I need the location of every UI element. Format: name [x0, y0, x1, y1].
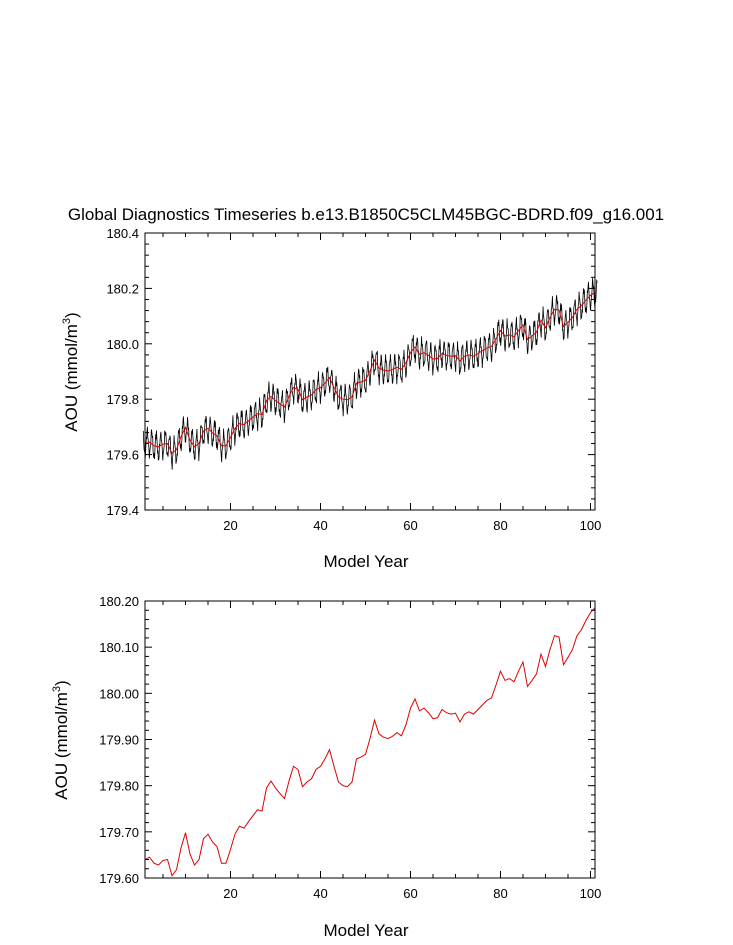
bottom-x-tick-label: 60	[403, 886, 417, 901]
top-x-tick-label: 60	[403, 518, 417, 533]
bottom-x-axis-label: Model Year	[323, 921, 408, 940]
bottom-y-tick-label: 179.60	[99, 871, 139, 886]
top-x-tick-label: 100	[580, 518, 602, 533]
top-chart-ticks: 20 40 60 80 100 179.4 179.6 179.8 180.0 180.2 180.…	[106, 226, 601, 533]
bottom-x-tick-label: 80	[493, 886, 507, 901]
top-x-tick-label: 80	[493, 518, 507, 533]
top-y-tick-label: 180.0	[106, 337, 139, 352]
bottom-x-tick-label: 20	[223, 886, 237, 901]
bottom-chart-ticks: 20 40 60 80 100 179.60 179.70 179.80 179.90 180.0…	[99, 594, 601, 901]
bottom-y-axis-label-close: )	[52, 680, 71, 686]
bottom-x-tick-label: 100	[580, 886, 602, 901]
bottom-y-tick-label: 179.90	[99, 733, 139, 748]
top-chart: Global Diagnostics Timeseries b.e13.B185…	[61, 205, 664, 571]
bottom-y-axis-label-sup: 3	[51, 686, 63, 692]
top-chart-frame	[144, 232, 596, 511]
bottom-y-axis-label: AOU (mmol/m3)	[51, 680, 71, 799]
top-chart-marks	[142, 278, 598, 470]
bottom-y-tick-label: 180.20	[99, 594, 139, 609]
bottom-y-tick-label: 179.80	[99, 779, 139, 794]
bottom-y-tick-label: 180.10	[99, 640, 139, 655]
top-y-axis-label-close: )	[62, 312, 81, 318]
bottom-y-tick-label: 180.00	[99, 686, 139, 701]
top-y-tick-label: 179.6	[106, 448, 139, 463]
chart-title: Global Diagnostics Timeseries b.e13.B185…	[68, 205, 664, 224]
top-y-axis-label: AOU (mmol/m3)	[61, 312, 81, 431]
top-y-tick-label: 180.4	[106, 226, 139, 241]
top-y-axis-label-sup: 3	[61, 318, 73, 324]
top-annual-series-line	[144, 292, 596, 455]
top-y-tick-label: 179.4	[106, 503, 139, 518]
top-monthly-series-line	[142, 278, 598, 470]
top-x-tick-label: 20	[223, 518, 237, 533]
bottom-x-tick-label: 40	[313, 886, 327, 901]
top-y-tick-label: 180.2	[106, 281, 139, 296]
top-x-tick-label: 40	[313, 518, 327, 533]
bottom-chart: 20 40 60 80 100 179.60 179.70 179.80 179.90 180.0…	[51, 594, 601, 940]
top-y-tick-label: 179.8	[106, 392, 139, 407]
top-y-axis-label-text: AOU (mmol/m	[62, 324, 81, 432]
bottom-annual-series-line	[144, 607, 596, 877]
bottom-y-tick-label: 179.70	[99, 825, 139, 840]
top-x-axis-label: Model Year	[323, 552, 408, 571]
bottom-y-axis-label-text: AOU (mmol/m	[52, 692, 71, 800]
bottom-chart-marks	[144, 607, 596, 877]
